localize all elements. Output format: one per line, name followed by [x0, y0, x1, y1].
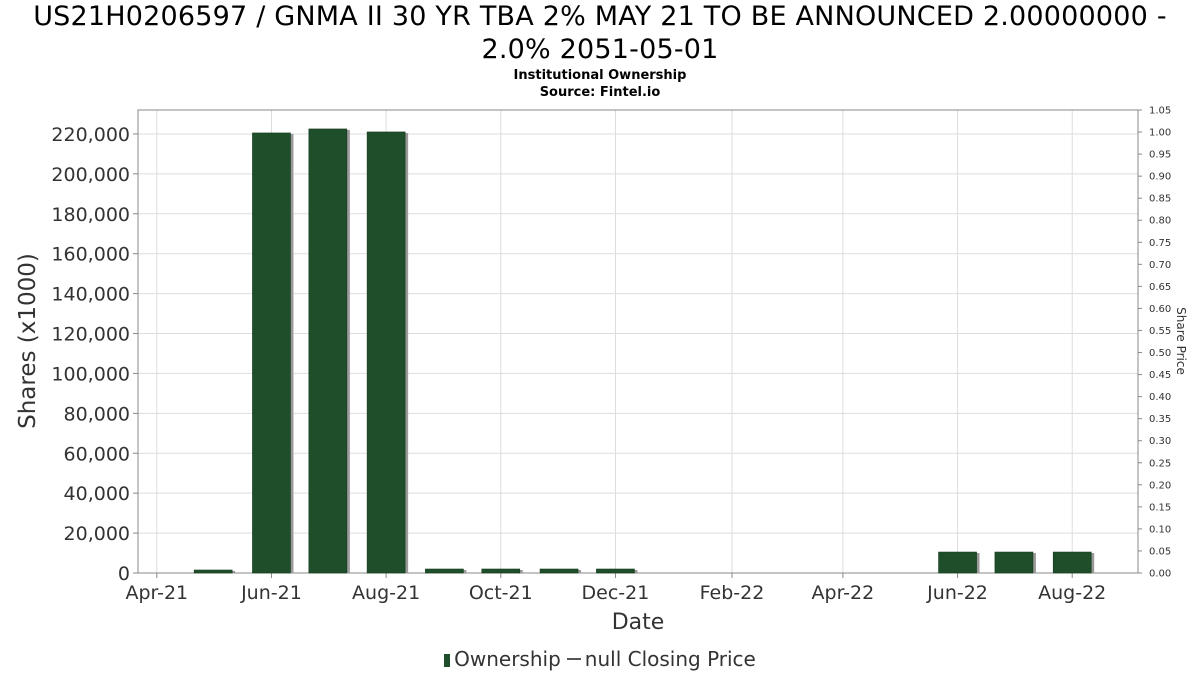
x-tick-label: Jun-21	[240, 582, 302, 604]
chart-legend: Ownership null Closing Price	[0, 647, 1200, 671]
y2-tick-label: 0.65	[1149, 282, 1171, 293]
y2-tick-label: 0.55	[1149, 326, 1171, 337]
x-tick-label: Apr-21	[125, 582, 188, 604]
x-tick-label: Apr-22	[812, 582, 875, 604]
y-tick-label: 0	[118, 563, 130, 585]
chart-title: US21H0206597 / GNMA II 30 YR TBA 2% MAY …	[0, 0, 1200, 66]
y2-tick-label: 0.50	[1149, 348, 1171, 359]
y2-tick-label: 1.00	[1149, 128, 1171, 139]
y2-tick-label: 0.60	[1149, 304, 1171, 315]
y2-tick-label: 0.70	[1149, 260, 1171, 271]
y2-tick-label: 0.80	[1149, 216, 1171, 227]
bar	[366, 131, 406, 574]
y2-tick-label: 0.85	[1149, 194, 1171, 205]
bar	[193, 569, 233, 574]
y-tick-label: 120,000	[51, 324, 130, 346]
y2-axis-title: Share Price	[1174, 307, 1188, 375]
y-axis-title: Shares (x1000)	[15, 253, 41, 429]
bar	[994, 551, 1034, 574]
y2-tick-label: 0.30	[1149, 436, 1171, 447]
bar	[938, 551, 977, 574]
ownership-chart: 0 20,000 40,000 60,000 80,000 100,000 120,000 1…	[15, 106, 1188, 636]
y2-tick-label: 0.75	[1149, 238, 1171, 249]
y2-tick-label: 0.95	[1149, 150, 1171, 161]
y2-tick-label: 1.05	[1149, 106, 1171, 117]
y-tick-label: 20,000	[64, 523, 130, 545]
y-tick-label: 80,000	[64, 403, 130, 425]
x-tick-label: Aug-21	[352, 582, 420, 604]
y-tick-label: 60,000	[64, 443, 130, 465]
x-axis-title: Date	[612, 610, 665, 635]
chart-title-line-2: 2.0% 2051-05-01	[481, 34, 719, 65]
bar	[425, 568, 464, 574]
y2-tick-label: 0.10	[1149, 524, 1171, 535]
y2-tick-label: 0.35	[1149, 414, 1171, 425]
plot-frame	[137, 109, 1139, 574]
y2-tick-label: 0.25	[1149, 458, 1171, 469]
y-tick-label: 100,000	[51, 363, 130, 385]
bar	[252, 132, 291, 574]
chart-title-line-1: US21H0206597 / GNMA II 30 YR TBA 2% MAY …	[33, 1, 1167, 32]
chart-source: Source: Fintel.io	[539, 85, 661, 100]
y-tick-label: 40,000	[64, 483, 130, 505]
legend-ownership-label[interactable]: Ownership	[454, 647, 561, 671]
y-tick-label: 140,000	[51, 284, 130, 306]
y2-tick-label: 0.40	[1149, 392, 1171, 403]
ownership-legend-swatch	[444, 654, 451, 667]
y2-tick-label: 0.45	[1149, 370, 1171, 381]
bar	[481, 568, 521, 574]
y-tick-label: 180,000	[51, 204, 130, 226]
y-tick-label: 160,000	[51, 244, 130, 266]
legend-price-label[interactable]: null Closing Price	[584, 647, 756, 671]
x-tick-label: Feb-22	[700, 582, 765, 604]
y-tick-label: 220,000	[51, 124, 130, 146]
y-tick-label: 200,000	[51, 164, 130, 186]
y2-tick-label: 0.00	[1149, 569, 1171, 580]
y2-tick-label: 0.05	[1149, 546, 1171, 557]
y2-tick-label: 0.90	[1149, 172, 1171, 183]
price-legend-swatch	[566, 658, 581, 660]
x-tick-label: Jun-22	[926, 582, 988, 604]
x-tick-label: Aug-22	[1038, 582, 1106, 604]
x-tick-label: Dec-21	[582, 582, 650, 604]
x-tick-label: Oct-21	[469, 582, 533, 604]
bar	[308, 128, 348, 574]
bar	[539, 568, 579, 574]
y2-tick-label: 0.20	[1149, 480, 1171, 491]
y2-tick-label: 0.15	[1149, 502, 1171, 513]
chart-subtitle: Institutional Ownership	[513, 68, 687, 83]
bar	[1052, 551, 1092, 574]
bar	[596, 568, 635, 574]
